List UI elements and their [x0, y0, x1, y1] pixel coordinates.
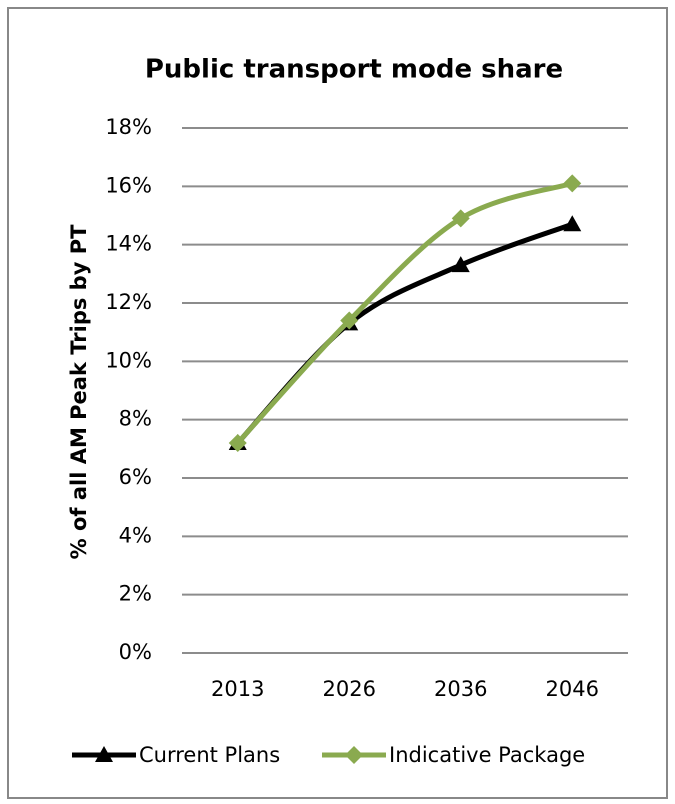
chart-frame — [7, 7, 668, 799]
marker — [345, 746, 363, 764]
y-tick-label: 4% — [119, 523, 152, 547]
y-tick-label: 8% — [119, 407, 152, 431]
chart-title: Public transport mode share — [145, 55, 563, 85]
y-tick-label: 18% — [105, 115, 152, 139]
legend-label: Indicative Package — [389, 743, 585, 767]
marker — [228, 434, 247, 452]
marker — [451, 209, 470, 228]
x-tick-label: 2013 — [211, 677, 264, 701]
x-tick-label: 2036 — [434, 677, 487, 701]
marker — [340, 311, 359, 330]
y-tick-label: 0% — [119, 640, 152, 664]
y-tick-label: 2% — [119, 582, 152, 606]
legend-label: Current Plans — [139, 743, 280, 767]
y-tick-label: 6% — [119, 465, 152, 489]
marker — [563, 215, 582, 232]
x-tick-label: 2046 — [546, 677, 599, 701]
y-tick-label: 10% — [105, 348, 152, 372]
marker — [95, 746, 113, 762]
y-tick-label: 12% — [105, 290, 152, 314]
marker — [451, 256, 470, 273]
y-tick-label: 14% — [105, 232, 152, 256]
y-tick-label: 16% — [105, 173, 152, 197]
x-tick-label: 2026 — [323, 677, 376, 701]
y-axis-label: % of all AM Peak Trips by PT — [67, 224, 91, 559]
marker — [563, 174, 582, 193]
line — [235, 181, 573, 445]
